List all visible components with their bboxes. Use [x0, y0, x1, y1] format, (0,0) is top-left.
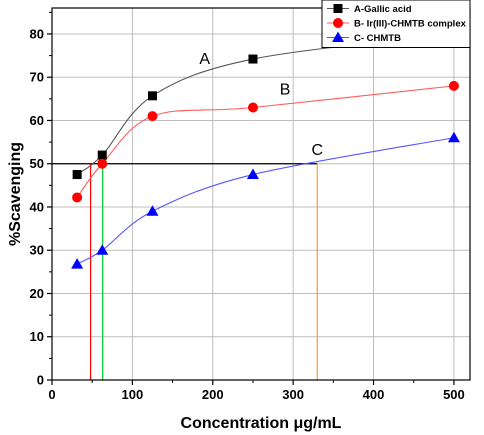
reference-lines — [52, 163, 318, 380]
y-tick-label: 0 — [37, 373, 44, 388]
data-point-triangle-series-2 — [96, 244, 109, 255]
curve-label-2: C — [311, 142, 323, 159]
legend-label-2: C- CHMTB — [354, 33, 401, 44]
curve-annotations: A B C — [199, 51, 323, 159]
data-point-circle-series-1 — [247, 102, 258, 113]
data-point-triangle-series-2 — [447, 131, 460, 143]
data-point-square-series-0 — [248, 54, 258, 64]
y-tick-label: 60 — [30, 113, 44, 128]
curve-label-1: B — [280, 82, 291, 99]
legend-label-1: B- Ir(III)-CHMTB complex — [354, 19, 467, 30]
plot-frame — [51, 7, 471, 381]
x-tick-label: 400 — [363, 387, 385, 402]
data-point-circle-series-1 — [147, 111, 158, 122]
x-tick-label: 500 — [443, 387, 465, 402]
legend-marker-2 — [332, 31, 344, 42]
y-tick-label: 10 — [30, 329, 44, 344]
data-point-triangle-series-2 — [146, 205, 159, 216]
y-tick-label: 20 — [30, 286, 44, 301]
y-tick-label: 30 — [30, 243, 44, 258]
y-tick-label: 50 — [30, 156, 44, 171]
legend-label-0: A-Gallic acid — [354, 4, 412, 15]
data-point-circle-series-1 — [97, 158, 108, 169]
fit-curve-series-1 — [76, 85, 454, 198]
y-tick-label: 40 — [30, 199, 44, 214]
x-tick-label: 100 — [122, 387, 144, 402]
axis-ticks: 0 100 200 300 400 500 0 10 20 30 40 50 60 70 80 — [30, 11, 465, 402]
data-point-triangle-series-2 — [71, 258, 84, 269]
y-axis-label: %Scavenging — [7, 142, 24, 246]
y-tick-label: 70 — [30, 70, 44, 85]
y-tick-label: 80 — [30, 26, 44, 41]
x-axis-label: Concentration μg/mL — [181, 415, 342, 432]
x-tick-label: 300 — [282, 387, 304, 402]
fit-curves — [76, 33, 455, 265]
x-tick-label: 200 — [202, 387, 224, 402]
data-markers — [71, 29, 460, 269]
fit-curve-series-2 — [76, 137, 455, 265]
legend-marker-0 — [333, 4, 343, 13]
data-point-circle-series-1 — [72, 192, 83, 203]
data-point-triangle-series-2 — [246, 168, 259, 180]
curve-label-0: A — [199, 51, 210, 68]
grid — [52, 8, 470, 380]
fit-curve-series-0 — [76, 33, 454, 175]
x-tick-label: 0 — [48, 387, 55, 402]
legend: A-Gallic acid B- Ir(III)-CHMTB complex C- … — [321, 0, 471, 48]
legend-marker-1 — [333, 18, 343, 28]
legend-box — [321, 0, 471, 48]
data-point-square-series-0 — [97, 150, 107, 160]
data-point-circle-series-1 — [448, 80, 459, 91]
data-point-square-series-0 — [72, 170, 82, 180]
data-point-square-series-0 — [147, 91, 157, 101]
